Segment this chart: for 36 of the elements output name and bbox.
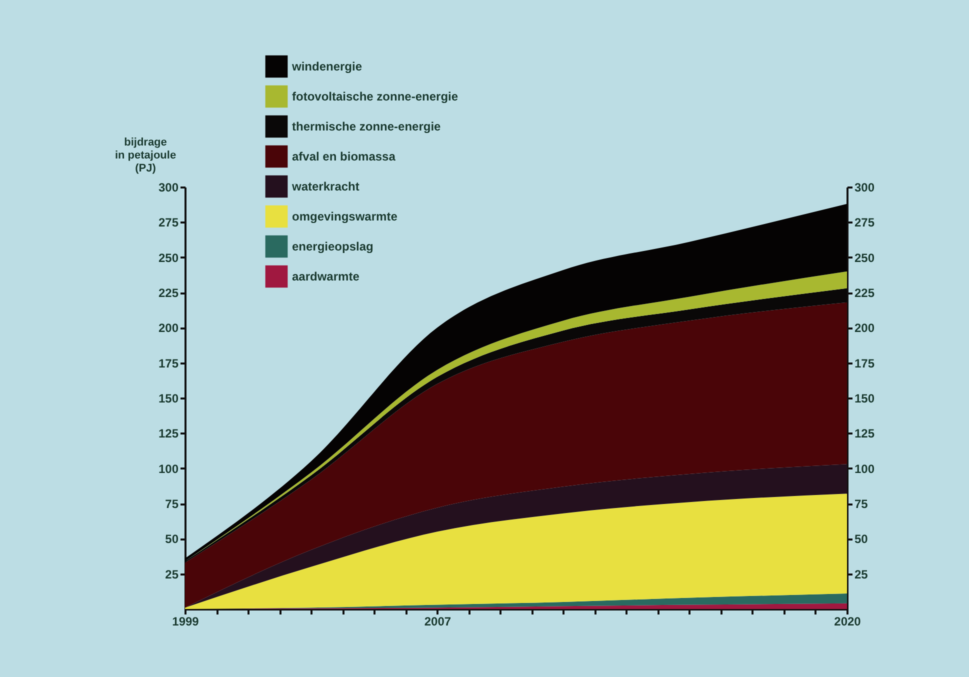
x-tick-label: 2020 [834,614,862,628]
y-tick-label: 300 [158,180,179,194]
y-tick-label: 200 [158,321,179,336]
y-tick-label: 125 [158,426,179,441]
legend-label: windenergie [291,60,362,74]
y-tick-label: 25 [165,567,179,582]
y2-tick-label: 200 [854,321,875,336]
legend-label: energieopslag [292,240,374,254]
y-tick-label: 250 [158,250,179,265]
y2-tick-label: 225 [854,286,875,300]
legend-label: afval en biomassa [292,150,396,164]
legend-label: waterkracht [291,180,360,194]
x-tick-label: 1999 [172,614,200,628]
y2-tick-label: 75 [854,497,868,511]
y2-tick-label: 125 [854,426,875,441]
y2-tick-label: 25 [854,567,868,582]
y2-tick-label: 250 [854,250,875,265]
y-axis-title: bijdrage in petajoule (PJ) [114,136,176,174]
y2-tick-label: 100 [854,462,875,476]
x-tick-label: 2007 [424,614,452,628]
y-tick-label: 50 [165,532,179,546]
legend-label: fotovoltaische zonne-energie [292,90,458,104]
y2-tick-label: 275 [854,216,875,230]
y-tick-label: 275 [158,216,179,230]
y2-tick-label: 50 [854,532,868,546]
legend-label: omgevingswarmte [292,210,398,224]
y-tick-label: 225 [158,286,179,300]
y-tick-label: 175 [158,356,179,370]
y-tick-label: 100 [158,462,179,476]
legend-label: aardwarmte [292,270,360,284]
y2-tick-label: 300 [854,180,875,194]
y-tick-label: 75 [165,497,179,511]
legend-label: thermische zonne-energie [292,120,442,134]
y2-tick-label: 150 [854,392,875,406]
y2-tick-label: 175 [854,356,875,370]
y-tick-label: 150 [158,392,179,406]
